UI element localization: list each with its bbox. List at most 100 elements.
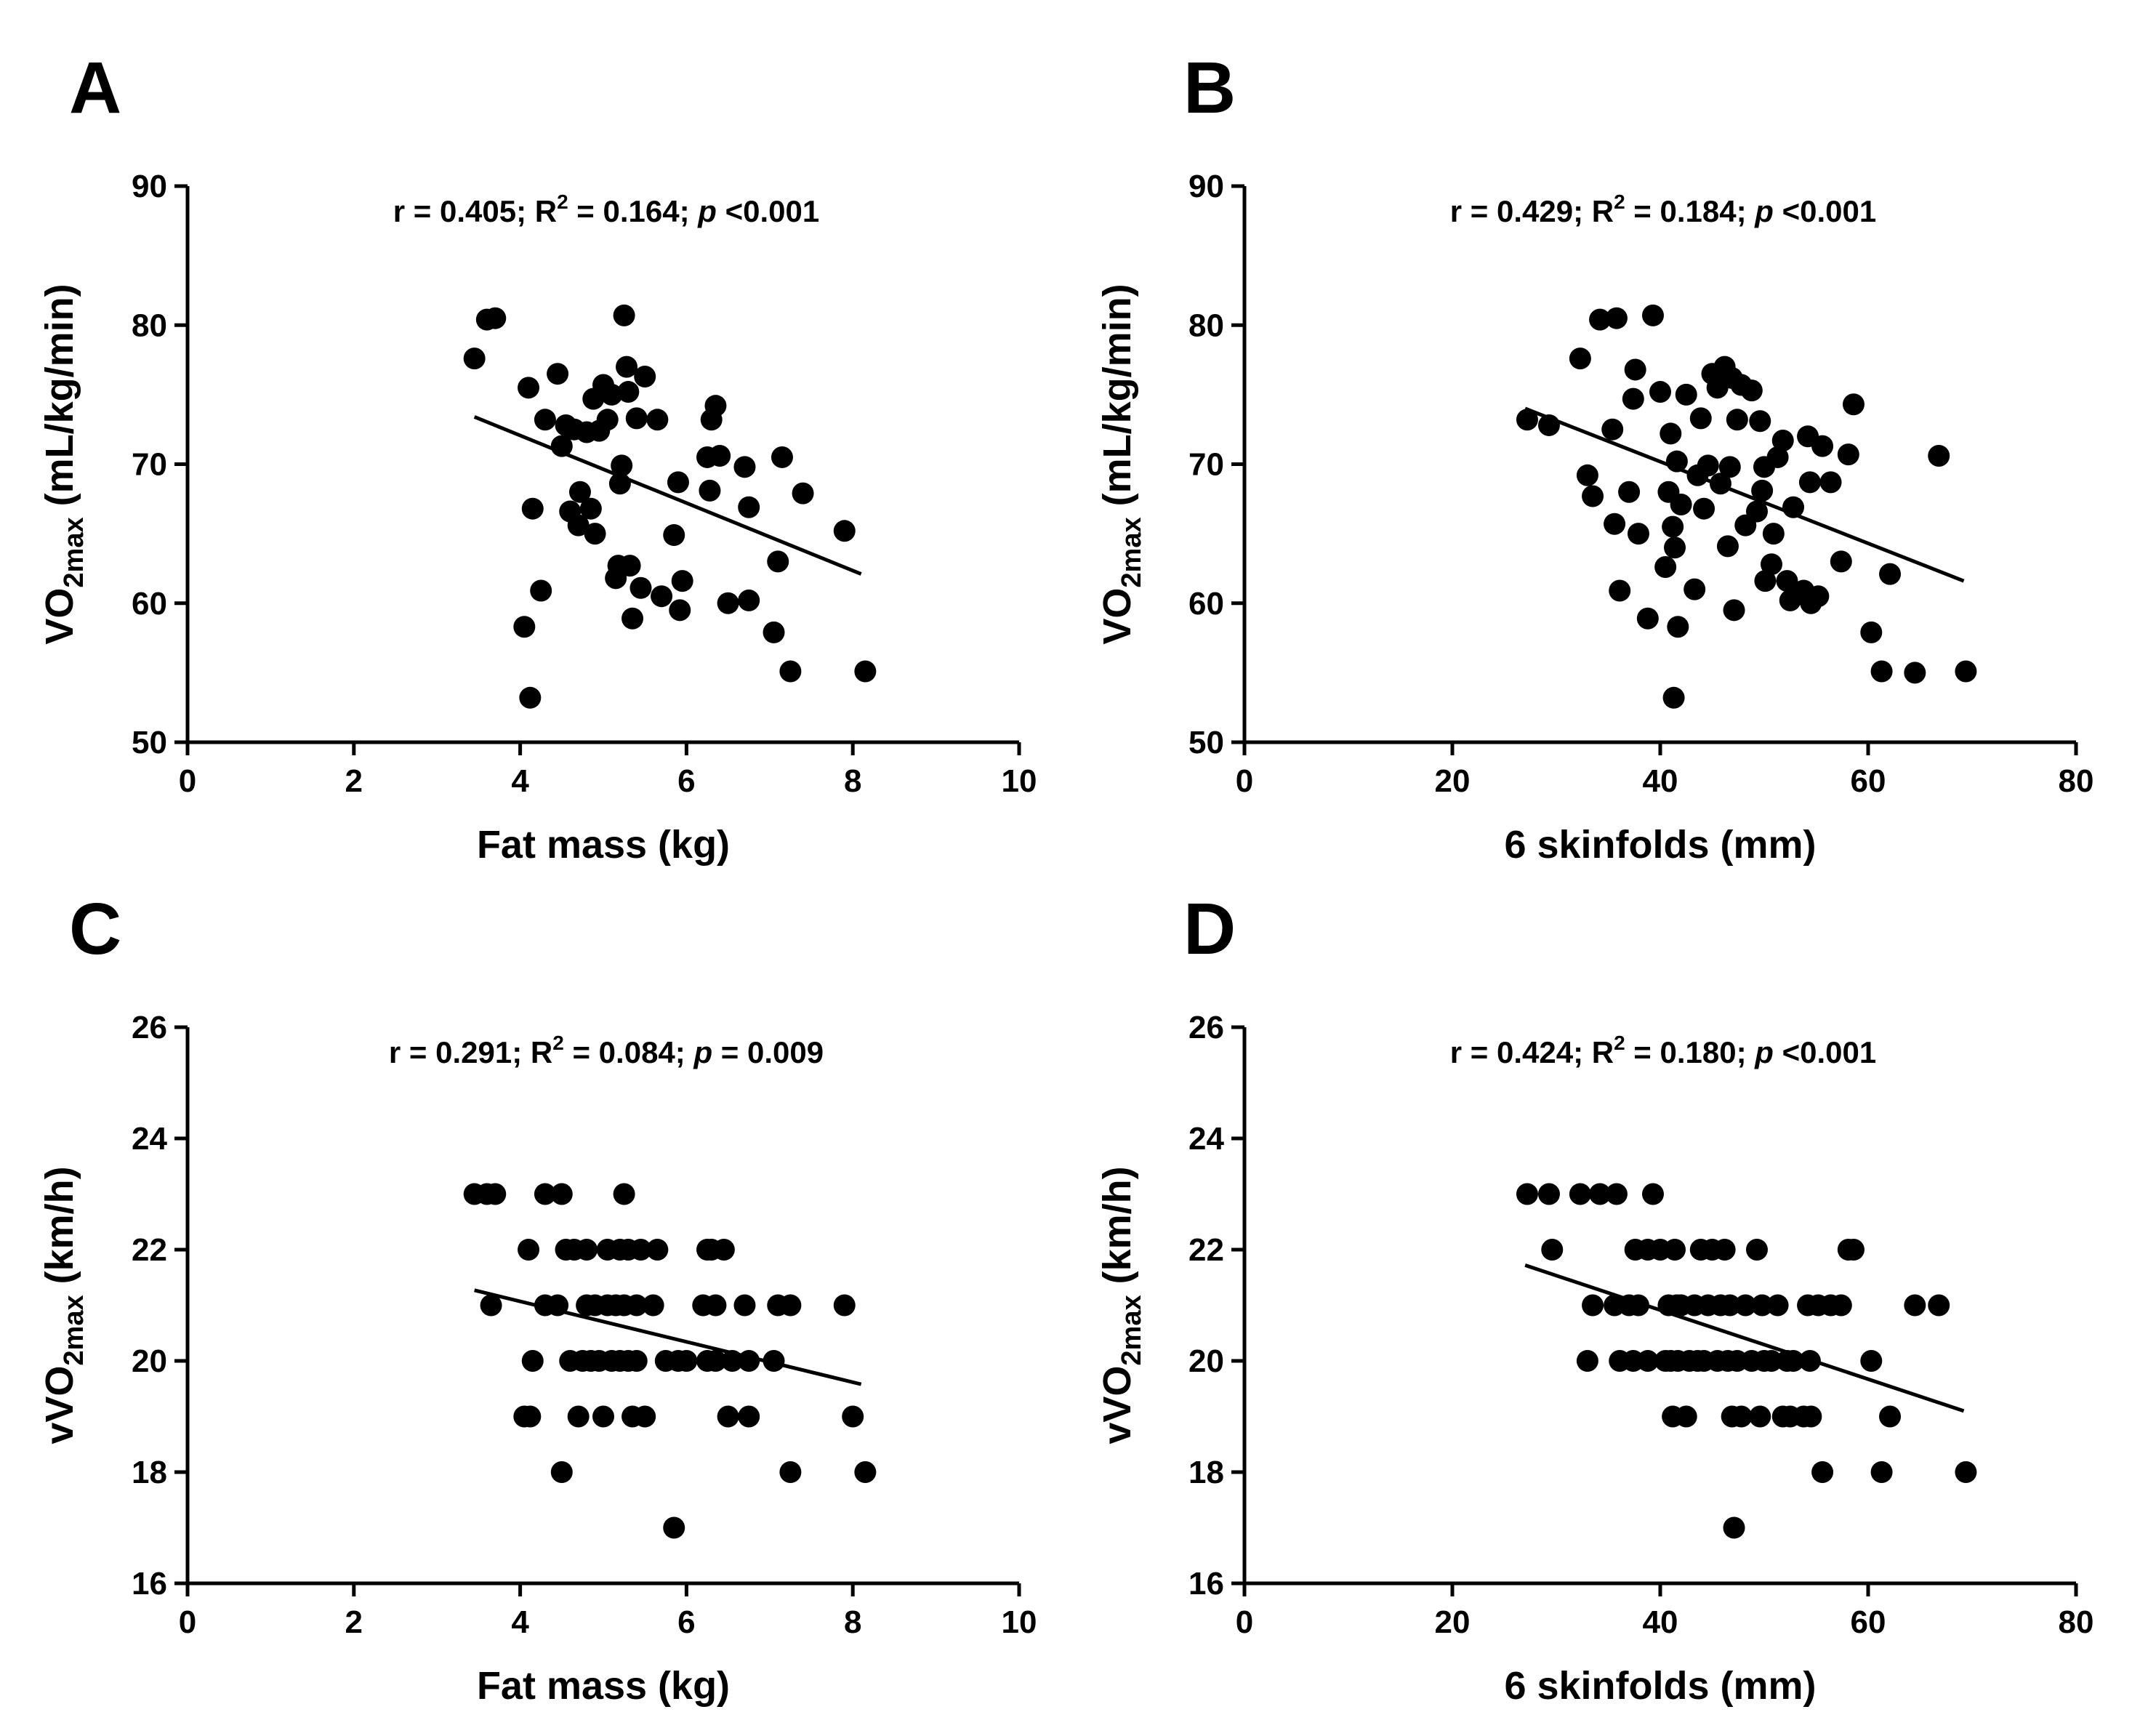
panel-d: D1618202224260 20 40 60 806 skinfolds (mm)vV… [1095,888,2093,1708]
data-point [704,1295,726,1317]
stat-r: r = 0.405; [393,194,526,228]
data-point [1618,481,1640,503]
data-point [1582,485,1604,507]
data-point [834,520,856,542]
figure: A50607080900 2 4 6 8 10Fat mass (kg)VO2max (m… [0,0,2140,1736]
panel-b: B 50 60 70 80 90 0 20 40 60 80 6 skinfolds (mm) VO2m… [1095,47,2093,867]
x-axis-label: Fat mass (kg) [477,823,730,867]
data-point [1538,1184,1560,1205]
stat-p-value: = 0.009 [712,1035,824,1069]
data-point [767,550,789,572]
stat-r2-exponent: 2 [557,190,568,213]
data-point [669,599,691,621]
data-point [1693,498,1715,520]
stat-r2-label: R [1583,1035,1614,1069]
data-point [779,1295,801,1317]
y-tick-label: 22 [132,1232,167,1268]
data-point [614,1184,635,1205]
data-point [1569,347,1591,369]
data-point [1830,550,1852,572]
y-axis-label-main: vVO [1095,1366,1139,1444]
data-point [629,577,651,599]
data-point [1830,1295,1852,1317]
y-axis-label-main: vVO [38,1366,81,1444]
data-point [580,498,602,520]
data-point [1606,1184,1628,1205]
data-point [1749,1406,1771,1428]
y-axis-label: vVO2max (km/h) [1095,1166,1147,1444]
data-point [1719,456,1741,478]
y-tick-label: 60 [1188,586,1224,622]
panel-letter: B [1183,47,1236,129]
data-point [1516,1184,1538,1205]
data-point [1649,381,1671,403]
data-point [592,1406,614,1428]
y-tick-label: 90 [1188,169,1224,204]
data-point [792,483,814,505]
data-point [643,1295,664,1317]
data-point [518,1239,539,1261]
y-tick-label: 70 [132,447,167,483]
stats-annotation: r = 0.429; R2 = 0.184; p <0.001 [1450,190,1876,228]
x-tick-label: 2 [345,763,363,799]
data-point [675,1350,697,1372]
x-tick-label: 0 [179,1604,196,1640]
data-point [534,409,556,430]
x-tick-label: 8 [844,1604,861,1640]
data-point [1799,471,1821,493]
data-point [1800,1406,1822,1428]
data-point [622,608,643,630]
y-axis-label: VO2max (mL/kg/min) [1095,284,1147,644]
data-point [1664,1239,1686,1261]
stat-r: r = 0.429; [1450,194,1583,228]
stat-r: r = 0.424; [1450,1035,1583,1069]
x-tick-label: 60 [1851,763,1886,799]
data-point [646,1239,668,1261]
data-point [1860,1350,1882,1372]
stat-r2-exponent: 2 [1614,1032,1625,1054]
stat-p-symbol: p [1754,194,1774,228]
data-point [1670,494,1692,515]
regression-line [1525,1265,1963,1410]
data-point [584,523,606,544]
data-point [619,555,641,576]
stat-p-symbol: p [693,1035,712,1069]
y-tick-label: 16 [1188,1566,1224,1602]
y-tick-label: 80 [132,308,167,343]
stat-r2-value: = 0.184; [1625,194,1755,228]
data-point [1582,1295,1604,1317]
x-tick-label: 4 [511,1604,529,1640]
x-tick-label: 6 [677,763,695,799]
stats-annotation: r = 0.424; R2 = 0.180; p <0.001 [1450,1032,1876,1069]
y-tick-label: 24 [1188,1121,1224,1157]
data-point [709,445,731,467]
stats-annotation: r = 0.291; R2 = 0.084; p = 0.009 [389,1032,824,1069]
data-point [672,570,693,592]
data-point [617,381,639,403]
x-tick-label: 0 [1236,1604,1253,1640]
data-point [779,1461,801,1483]
panel-c: C1618202224260 2 4 6 8 10Fat mass (kg)vVO2max… [38,888,1037,1708]
data-point [663,1517,685,1539]
data-point [1767,1295,1789,1317]
x-tick-label: 80 [2059,763,2094,799]
data-point [1843,393,1865,415]
y-tick-label: 50 [132,725,167,760]
data-point [568,1406,590,1428]
data-point [519,1406,541,1428]
data-point [464,347,486,369]
data-point [1577,465,1598,486]
x-tick-label: 8 [844,763,861,799]
y-axis-label: vVO2max (km/h) [38,1166,89,1444]
data-point [1904,1295,1926,1317]
data-point [1955,1461,1976,1483]
data-point [484,1184,506,1205]
data-point [713,1239,735,1261]
data-point [1676,384,1697,406]
y-axis-label-units: (km/h) [1095,1166,1139,1295]
data-point [1843,1239,1865,1261]
data-point [1642,305,1664,326]
x-tick-label: 6 [677,1604,695,1640]
data-point [842,1406,864,1428]
stats-annotation: r = 0.405; R2 = 0.164; p <0.001 [393,190,819,228]
